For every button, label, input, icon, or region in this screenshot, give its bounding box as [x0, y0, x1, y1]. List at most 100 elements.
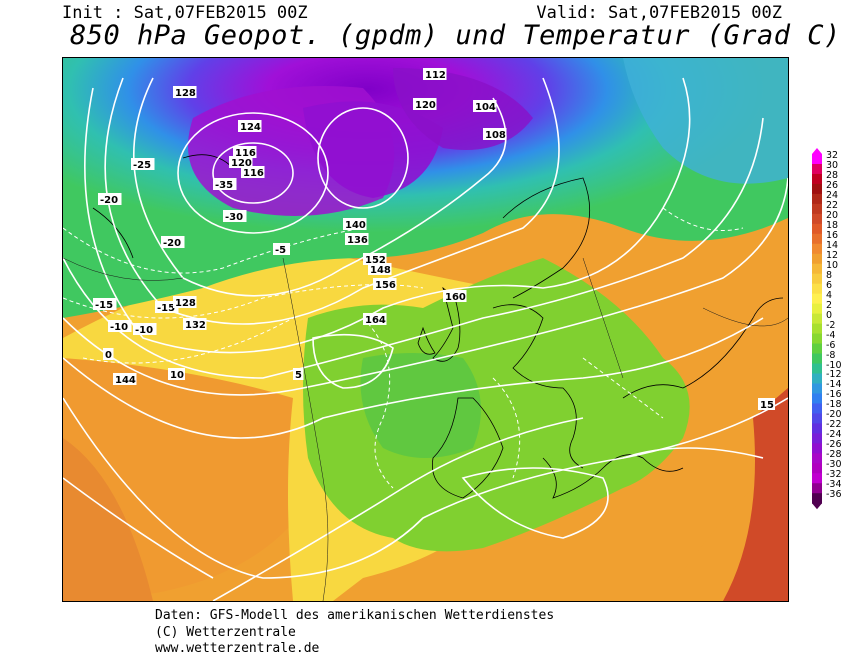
colorbar-swatch	[812, 213, 822, 225]
colorbar-label: -28	[826, 449, 842, 461]
svg-text:-20: -20	[100, 195, 118, 206]
colorbar-label: 26	[826, 179, 839, 191]
colorbar-label: 2	[826, 299, 833, 311]
colorbar-swatch	[812, 154, 822, 165]
colorbar-swatch	[812, 383, 822, 394]
colorbar-label: -14	[826, 379, 842, 391]
colorbar-swatch	[812, 223, 822, 235]
colorbar-label: 20	[826, 209, 839, 221]
colorbar-swatch	[812, 283, 822, 295]
southwest-warm	[63, 438, 153, 601]
svg-text:0: 0	[105, 350, 112, 361]
temperature-label: 5	[293, 368, 304, 381]
svg-text:116: 116	[243, 168, 264, 179]
east-hot	[723, 388, 788, 601]
svg-text:128: 128	[175, 88, 196, 99]
colorbar-label: -22	[826, 419, 842, 431]
green-core	[360, 353, 481, 458]
colorbar-swatch	[812, 313, 822, 325]
geopotential-label: 112	[423, 68, 447, 81]
cold-northeast	[623, 58, 788, 184]
colorbar-swatch	[812, 173, 822, 185]
temperature-label: -10	[108, 320, 132, 333]
colorbar-swatch	[812, 343, 822, 355]
svg-text:136: 136	[347, 235, 368, 246]
svg-text:5: 5	[295, 370, 302, 381]
geopotential-label: 152	[363, 253, 387, 266]
colorbar-swatch	[812, 403, 822, 414]
website-link[interactable]: www.wetterzentrale.de	[155, 641, 320, 656]
svg-text:15: 15	[760, 400, 774, 411]
thin-contours	[63, 257, 788, 601]
colorbar-swatch	[812, 293, 822, 305]
svg-text:-35: -35	[215, 180, 233, 191]
temperature-label: -35	[213, 178, 237, 191]
colorbar-swatch	[812, 273, 822, 285]
colorbar-label: -2	[826, 319, 836, 331]
colorbar-label: -16	[826, 389, 842, 401]
colorbar-swatch	[812, 463, 822, 474]
svg-text:128: 128	[175, 298, 196, 309]
svg-text:140: 140	[345, 220, 366, 231]
weather-map: 128 124 120 116 -25 -35 -30 -20 -15 -10 116 112 -20-…	[62, 57, 789, 602]
svg-text:160: 160	[445, 292, 466, 303]
colorbar-label: 0	[826, 309, 833, 321]
map-canvas: 128124120116-25-35-30-20-15-10116112-20-…	[63, 58, 788, 601]
temperature-label: -15	[93, 298, 117, 311]
colorbar-swatch	[812, 333, 822, 345]
geopotential-label: 160	[443, 290, 467, 303]
temperature-label: 15	[758, 398, 775, 411]
geopotential-label: 108	[483, 128, 507, 141]
geopotential-label: 140	[343, 218, 367, 231]
geopotential-label: 104	[473, 100, 497, 113]
svg-text:-5: -5	[275, 245, 286, 256]
temperature-label: 10	[168, 368, 185, 381]
geopotential-label: 128	[173, 296, 197, 309]
svg-text:-30: -30	[225, 212, 243, 223]
svg-text:-15: -15	[157, 303, 175, 314]
temperature-label: -20	[98, 193, 122, 206]
data-source: Daten: GFS-Modell des amerikanischen Wet…	[155, 608, 555, 623]
colorbar-swatch	[812, 413, 822, 424]
colorbar-swatch	[812, 363, 822, 374]
geopotential-label: 144	[113, 373, 137, 386]
temperature-label: -5	[273, 243, 290, 256]
contour-labels: 128124120116-25-35-30-20-15-10116112-20-…	[93, 68, 775, 411]
temperature-label: -20	[161, 236, 185, 249]
colorbar-label: 12	[826, 249, 839, 261]
svg-text:-25: -25	[133, 160, 151, 171]
cold-core-center	[303, 101, 443, 198]
svg-text:108: 108	[485, 130, 506, 141]
colorbar-label: -30	[826, 459, 842, 471]
copyright: (C) Wetterzentrale	[155, 625, 296, 640]
colorbar-label: -36	[826, 489, 842, 501]
colorbar-swatch	[812, 233, 822, 245]
colorbar-label: -6	[826, 339, 836, 351]
svg-text:-10: -10	[135, 325, 153, 336]
colorbar-label: 32	[826, 150, 839, 161]
colorbar-swatch	[812, 443, 822, 454]
geopotential-label: 116	[241, 166, 265, 179]
colorbar-label: 16	[826, 229, 839, 241]
temperature-label: -10	[133, 323, 157, 336]
temperature-label: -25	[131, 158, 155, 171]
colorbar-swatch	[812, 193, 822, 205]
valid-time: Valid: Sat,07FEB2015 00Z	[536, 3, 782, 23]
geopotential-label: 156	[373, 278, 397, 291]
svg-text:132: 132	[185, 320, 206, 331]
colorbar-swatch	[812, 323, 822, 335]
colorbar-label: 22	[826, 199, 839, 211]
colorbar-swatch	[812, 493, 822, 504]
isotherm-contours	[63, 207, 744, 489]
colorbar-swatch	[812, 453, 822, 464]
geopotential-contours	[63, 77, 788, 601]
colorbar-label: 4	[826, 289, 833, 301]
geopotential-label: 124	[238, 120, 262, 133]
colorbar-label: -12	[826, 369, 842, 381]
svg-text:-10: -10	[110, 322, 128, 333]
geopotential-label: 164	[363, 313, 387, 326]
svg-text:-15: -15	[95, 300, 113, 311]
colorbar-label: 18	[826, 219, 839, 231]
colorbar-swatch	[812, 163, 822, 175]
colorbar-swatch	[812, 203, 822, 215]
